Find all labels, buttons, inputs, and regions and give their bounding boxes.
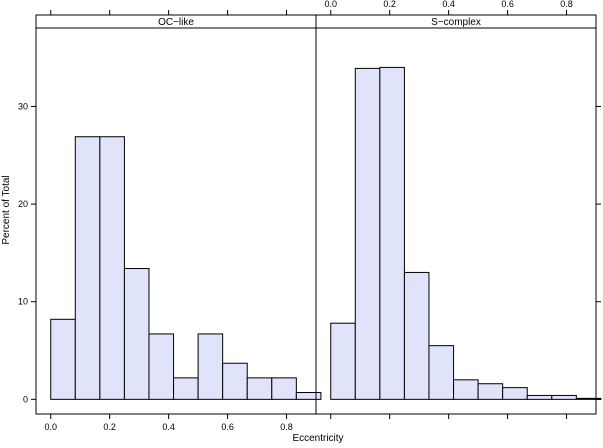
strip-label-2: S−complex	[431, 17, 481, 28]
y-tick-label-3: 20	[18, 199, 28, 209]
y-axis-title: Percent of Total	[1, 175, 12, 244]
x-tick-label-2-2: 0.2	[383, 0, 396, 9]
bar-2-4	[403, 271, 430, 400]
y-tick-label-4: 30	[18, 101, 28, 111]
bar-2-8	[502, 387, 528, 400]
bar-1-8	[222, 362, 248, 400]
y-tick-label-2: 10	[18, 297, 28, 307]
bar-1-7	[197, 333, 224, 400]
y-axis: 0 10 20 30	[18, 101, 601, 404]
x-tick-label-2-4: 0.6	[501, 0, 514, 9]
bar-1-5	[148, 333, 175, 400]
x-tick-label-2-3: 0.4	[442, 0, 455, 9]
panel-frame-2	[315, 14, 597, 415]
bar-2-3	[379, 66, 405, 400]
bar-2-9	[526, 394, 553, 400]
panel-2: S−complex 0.0 0.2 0.4 0.6 0.8	[315, 0, 602, 419]
bar-2-7	[477, 383, 504, 400]
bar-1-4	[123, 268, 150, 400]
x-tick-label-1-1: 0.0	[44, 422, 57, 432]
x-tick-label-1-4: 0.6	[221, 422, 234, 432]
bar-2-5	[428, 345, 455, 400]
bar-2-1	[330, 322, 356, 400]
x-tick-label-2-1: 0.0	[324, 0, 337, 9]
x-tick-label-1-2: 0.2	[103, 422, 116, 432]
bar-1-6	[173, 377, 199, 400]
bar-1-11	[295, 392, 322, 400]
bar-1-10	[271, 377, 297, 400]
x-axis-title: Eccentricity	[292, 433, 343, 444]
bar-2-10	[551, 394, 577, 400]
bar-1-1	[50, 318, 76, 400]
bar-2-2	[354, 67, 381, 400]
bar-1-2	[74, 136, 101, 400]
x-tick-label-2-5: 0.8	[560, 0, 573, 9]
x-tick-label-1-3: 0.4	[162, 422, 175, 432]
panel-1: OC−like 0.0 0.2 0.4 0.6 0.8	[35, 10, 322, 432]
bar-2-6	[453, 379, 479, 400]
panels-layer: OC−like 0.0 0.2 0.4 0.6 0.8 S−complex 0.0 0.2 0.4…	[18, 0, 602, 432]
y-tick-label-1: 0	[23, 394, 28, 404]
strip-label-1: OC−like	[158, 17, 194, 28]
bar-1-9	[246, 377, 273, 400]
x-tick-label-1-5: 0.8	[280, 422, 293, 432]
bar-1-3	[99, 136, 125, 400]
